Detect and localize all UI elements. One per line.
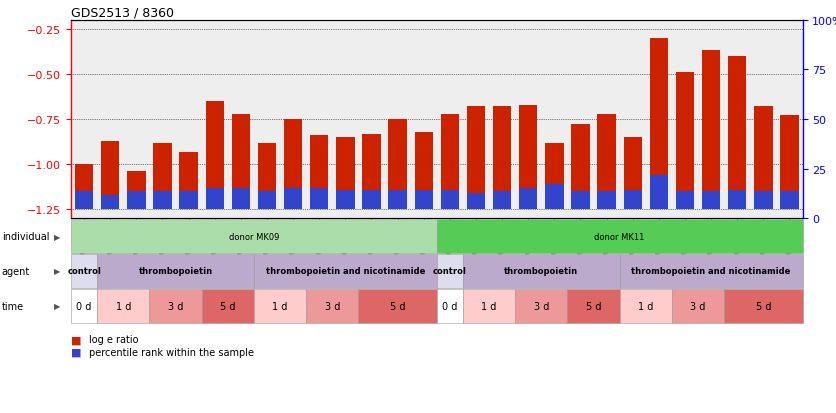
- Bar: [675, 192, 694, 210]
- Text: 0 d: 0 d: [76, 301, 92, 311]
- Bar: [310, 188, 329, 210]
- Text: thrombopoietin and nicotinamide: thrombopoietin and nicotinamide: [266, 267, 425, 276]
- Text: donor MK11: donor MK11: [594, 232, 645, 241]
- Text: 3 d: 3 d: [691, 301, 706, 311]
- Bar: [127, 172, 145, 210]
- Bar: [675, 73, 694, 210]
- Text: 1 d: 1 d: [482, 301, 497, 311]
- Bar: [362, 134, 380, 210]
- Text: control: control: [433, 267, 466, 276]
- Bar: [624, 190, 642, 210]
- Bar: [598, 192, 616, 210]
- Text: 3 d: 3 d: [324, 301, 340, 311]
- Text: donor MK09: donor MK09: [229, 232, 279, 241]
- Bar: [75, 192, 94, 210]
- Text: ▶: ▶: [54, 232, 60, 241]
- Text: 5 d: 5 d: [220, 301, 236, 311]
- Text: 3 d: 3 d: [168, 301, 183, 311]
- Bar: [232, 188, 250, 210]
- Bar: [257, 143, 276, 210]
- Text: 5 d: 5 d: [586, 301, 601, 311]
- Bar: [101, 141, 120, 210]
- Bar: [415, 133, 433, 210]
- Bar: [127, 192, 145, 210]
- Text: 1 d: 1 d: [273, 301, 288, 311]
- Bar: [650, 39, 668, 210]
- Bar: [702, 192, 721, 210]
- Bar: [180, 152, 198, 210]
- Bar: [493, 192, 512, 210]
- Bar: [728, 57, 747, 210]
- Bar: [153, 143, 171, 210]
- Text: agent: agent: [2, 266, 30, 276]
- Text: 5 d: 5 d: [756, 301, 771, 311]
- Bar: [519, 188, 538, 210]
- Text: control: control: [67, 267, 101, 276]
- Text: thrombopoietin: thrombopoietin: [504, 267, 579, 276]
- Text: ▶: ▶: [54, 267, 60, 276]
- Bar: [232, 114, 250, 210]
- Bar: [180, 192, 198, 210]
- Bar: [780, 192, 798, 210]
- Text: ▶: ▶: [54, 301, 60, 311]
- Bar: [780, 116, 798, 210]
- Bar: [754, 107, 772, 210]
- Text: percentile rank within the sample: percentile rank within the sample: [89, 347, 254, 357]
- Text: time: time: [2, 301, 23, 311]
- Text: 1 d: 1 d: [638, 301, 654, 311]
- Bar: [153, 192, 171, 210]
- Bar: [206, 188, 224, 210]
- Text: ■: ■: [71, 335, 85, 344]
- Text: 1 d: 1 d: [115, 301, 131, 311]
- Bar: [415, 190, 433, 210]
- Bar: [493, 107, 512, 210]
- Bar: [101, 195, 120, 210]
- Bar: [545, 185, 563, 210]
- Bar: [336, 138, 354, 210]
- Bar: [389, 190, 407, 210]
- Bar: [571, 125, 589, 210]
- Text: log e ratio: log e ratio: [89, 335, 139, 344]
- Bar: [206, 102, 224, 210]
- Bar: [466, 107, 485, 210]
- Text: GDS2513 / 8360: GDS2513 / 8360: [71, 7, 174, 19]
- Text: 0 d: 0 d: [442, 301, 457, 311]
- Bar: [441, 114, 459, 210]
- Bar: [441, 190, 459, 210]
- Bar: [389, 120, 407, 210]
- Bar: [310, 136, 329, 210]
- Bar: [75, 165, 94, 210]
- Text: ■: ■: [71, 347, 85, 357]
- Bar: [336, 190, 354, 210]
- Text: 5 d: 5 d: [390, 301, 405, 311]
- Bar: [284, 188, 303, 210]
- Bar: [284, 120, 303, 210]
- Text: thrombopoietin and nicotinamide: thrombopoietin and nicotinamide: [631, 267, 791, 276]
- Bar: [650, 176, 668, 210]
- Bar: [624, 138, 642, 210]
- Text: 3 d: 3 d: [533, 301, 549, 311]
- Bar: [571, 192, 589, 210]
- Bar: [519, 105, 538, 210]
- Bar: [466, 194, 485, 210]
- Bar: [728, 190, 747, 210]
- Bar: [702, 51, 721, 210]
- Text: individual: individual: [2, 232, 49, 242]
- Bar: [257, 192, 276, 210]
- Bar: [598, 114, 616, 210]
- Bar: [545, 143, 563, 210]
- Bar: [754, 192, 772, 210]
- Text: thrombopoietin: thrombopoietin: [139, 267, 212, 276]
- Bar: [362, 190, 380, 210]
